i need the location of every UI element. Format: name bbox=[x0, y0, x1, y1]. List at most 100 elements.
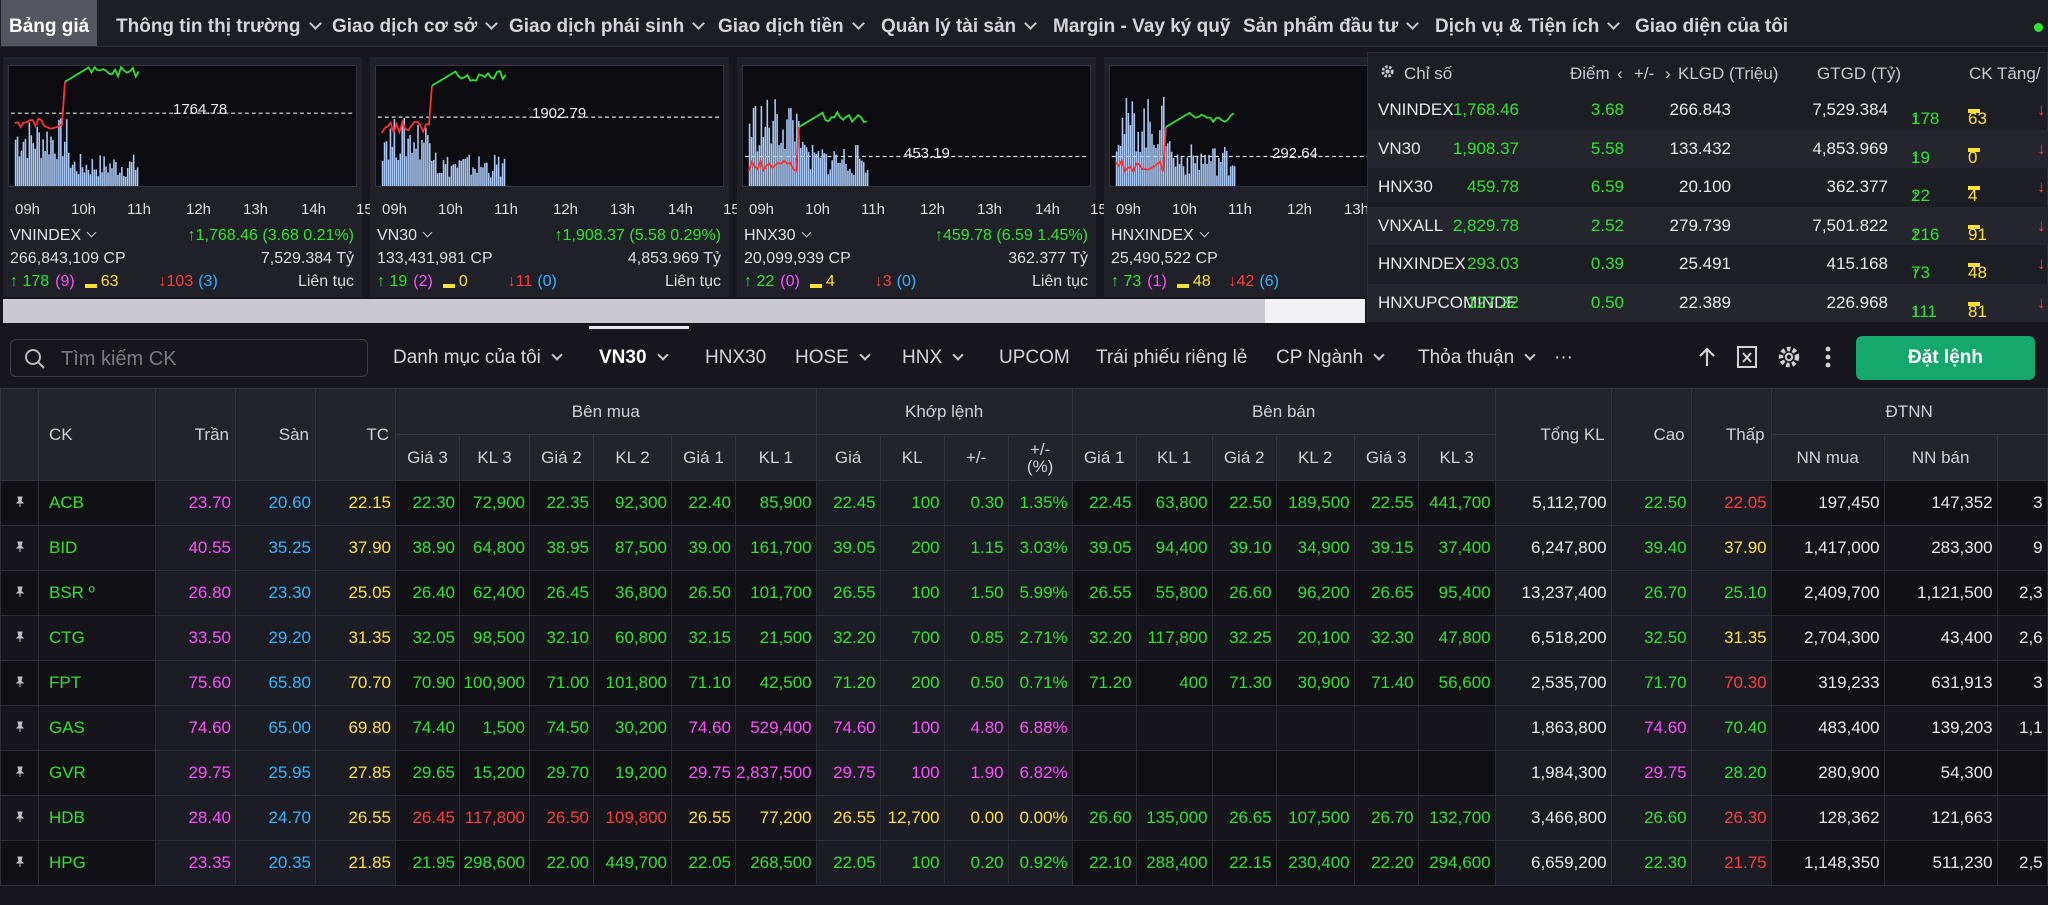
tab-4[interactable]: HNX bbox=[902, 347, 964, 369]
pin-icon[interactable] bbox=[0, 570, 39, 616]
col-bv2[interactable]: KL 2 bbox=[593, 434, 672, 481]
volume-bar bbox=[1229, 166, 1232, 186]
col-chg[interactable]: +/- bbox=[943, 434, 1009, 481]
place-order-button[interactable]: Đặt lệnh bbox=[1856, 336, 2035, 380]
col-total[interactable]: Tổng KL bbox=[1494, 388, 1612, 481]
pin-icon[interactable] bbox=[0, 795, 39, 841]
table-row[interactable]: FPT 75.60 65.80 70.70 70.90 100,900 71.00 101,8… bbox=[0, 660, 2048, 706]
index-row[interactable]: VN30 1,908.37 5.58 133.432 4,853.969 ↑ 19 0 ↓ bbox=[1368, 129, 2048, 168]
cell-sym[interactable]: HDB bbox=[38, 795, 156, 841]
nav-item-3[interactable]: Giao dịch phái sinh bbox=[507, 0, 706, 46]
cell-bv3: 100,900 bbox=[459, 660, 530, 706]
index-row[interactable]: VNXALL 2,829.78 2.52 279.739 7,501.822 ↑ 216 9… bbox=[1368, 206, 2048, 245]
col-mp[interactable]: Giá bbox=[815, 434, 881, 481]
cell-sym[interactable]: CTG bbox=[38, 615, 156, 661]
tab-7[interactable]: CP Ngành bbox=[1276, 347, 1385, 369]
index-chart-card[interactable]: 1902.79 09h 10h 11h 12h 13h 14h 15h VN30 ↑1,908.3… bbox=[370, 57, 748, 297]
settings-icon[interactable] bbox=[1380, 64, 1395, 84]
col-sv3[interactable]: KL 3 bbox=[1417, 434, 1496, 481]
tab-1[interactable]: VN30 bbox=[589, 326, 689, 369]
col-ref[interactable]: TC bbox=[315, 388, 396, 481]
index-row[interactable]: VNINDEX 1,768.46 3.68 266.843 7,529.384 ↑ 178… bbox=[1368, 91, 2048, 129]
chart-strip-scrollbar[interactable] bbox=[3, 299, 1365, 323]
index-chart-card[interactable]: 1764.78 09h 10h 11h 12h 13h 14h 15h VNINDEX ↑1,76… bbox=[3, 57, 381, 297]
cell-sym[interactable]: HPG bbox=[38, 840, 156, 886]
index-name-dropdown[interactable]: VNINDEX bbox=[10, 227, 97, 245]
col-sp1[interactable]: Giá 1 bbox=[1071, 434, 1137, 481]
nav-item-0[interactable]: Bảng giá bbox=[1, 0, 98, 46]
settings-icon[interactable] bbox=[1777, 345, 1801, 374]
col-sp3[interactable]: Giá 3 bbox=[1353, 434, 1419, 481]
cell-sym[interactable]: FPT bbox=[38, 660, 156, 706]
tab-0[interactable]: Danh mục của tôi bbox=[393, 347, 563, 369]
table-row[interactable]: BSR º 26.80 23.30 25.05 26.40 62,400 26.45 36,8… bbox=[0, 570, 2048, 616]
index-chart-card[interactable]: 453.19 09h 10h 11h 12h 13h 14h 15h HNX30 ↑459.78 … bbox=[737, 57, 1115, 297]
pin-icon[interactable] bbox=[0, 705, 39, 751]
cell-sym[interactable]: BID bbox=[38, 525, 156, 571]
col-high[interactable]: Cao bbox=[1610, 388, 1692, 481]
index-name-dropdown[interactable]: HNX30 bbox=[744, 227, 812, 245]
index-name-dropdown[interactable]: HNXINDEX bbox=[1111, 227, 1210, 245]
table-row[interactable]: CTG 33.50 29.20 31.35 32.05 98,500 32.10 60,800… bbox=[0, 615, 2048, 661]
pin-icon[interactable] bbox=[0, 615, 39, 661]
index-row[interactable]: HNXINDEX 293.03 0.39 25.491 415.168 ↑ 73 48 ↓ bbox=[1368, 245, 2048, 283]
col-bp2[interactable]: Giá 2 bbox=[529, 434, 594, 481]
scroll-top-icon[interactable] bbox=[1697, 346, 1717, 373]
nav-item-7[interactable]: Sản phẩm đầu tư bbox=[1241, 0, 1420, 46]
table-row[interactable]: ACB 23.70 20.60 22.15 22.30 72,900 22.35 92,300… bbox=[0, 480, 2048, 526]
pin-icon[interactable] bbox=[0, 750, 39, 796]
col-sv2[interactable]: KL 2 bbox=[1275, 434, 1355, 481]
index-row[interactable]: HNXUPCOMINDE 127.32 0.50 22.389 226.968 ↑ 111… bbox=[1368, 283, 2048, 322]
cell-sym[interactable]: BSR º bbox=[38, 570, 156, 616]
nav-item-2[interactable]: Giao dịch cơ sở bbox=[330, 0, 499, 46]
table-row[interactable]: GVR 29.75 25.95 27.85 29.65 15,200 29.70 19,200… bbox=[0, 750, 2048, 796]
pin-icon[interactable] bbox=[0, 525, 39, 571]
col-floor[interactable]: Sàn bbox=[235, 388, 316, 481]
col-ck[interactable]: CK bbox=[38, 388, 156, 481]
col-pct[interactable]: +/- (%) bbox=[1007, 434, 1073, 481]
table-row[interactable]: GAS 74.60 65.00 69.80 74.40 1,500 74.50 30,200 7… bbox=[0, 705, 2048, 751]
nav-item-9[interactable]: Giao diện của tôi bbox=[1633, 0, 1790, 46]
more-vertical-icon[interactable] bbox=[1824, 345, 1832, 374]
col-sv1[interactable]: KL 1 bbox=[1135, 434, 1213, 481]
nav-item-6[interactable]: Margin - Vay ký quỹ bbox=[1051, 0, 1232, 46]
excel-export-icon[interactable] bbox=[1736, 345, 1758, 374]
table-row[interactable]: HPG 23.35 20.35 21.85 21.95 298,600 22.00 449,7… bbox=[0, 840, 2048, 886]
tab-2[interactable]: HNX30 bbox=[705, 347, 766, 369]
index-row[interactable]: HNX30 459.78 6.59 20.100 362.377 ↑ 22 4 ↓ bbox=[1368, 168, 2048, 206]
col-nnbuy[interactable]: NN mua bbox=[1770, 434, 1885, 481]
col-bp3[interactable]: Giá 3 bbox=[395, 434, 460, 481]
col-low[interactable]: Thấp bbox=[1690, 388, 1772, 481]
tab-9[interactable]: ··· bbox=[1554, 347, 1573, 369]
col-nnsell[interactable]: NN bán bbox=[1883, 434, 1998, 481]
pin-icon[interactable] bbox=[0, 840, 39, 886]
table-row[interactable]: BID 40.55 35.25 37.90 38.90 64,800 38.95 87,500… bbox=[0, 525, 2048, 571]
col-sp2[interactable]: Giá 2 bbox=[1211, 434, 1277, 481]
cell-sym[interactable]: ACB bbox=[38, 480, 156, 526]
nav-item-4[interactable]: Giao dịch tiền bbox=[716, 0, 865, 46]
col-bp1[interactable]: Giá 1 bbox=[671, 434, 736, 481]
tab-3[interactable]: HOSE bbox=[795, 347, 871, 369]
col-mv[interactable]: KL bbox=[879, 434, 945, 481]
tab-6[interactable]: Trái phiếu riêng lẻ bbox=[1096, 347, 1247, 369]
table-row[interactable]: HDB 28.40 24.70 26.55 26.45 117,800 26.50 109,8… bbox=[0, 795, 2048, 841]
chevron-right-icon[interactable]: › bbox=[1665, 64, 1671, 83]
scrollbar-thumb[interactable] bbox=[3, 299, 1265, 323]
col-bv1[interactable]: KL 1 bbox=[735, 434, 817, 481]
col-ceil[interactable]: Trần bbox=[155, 388, 236, 481]
search-box[interactable] bbox=[10, 339, 368, 377]
nav-item-8[interactable]: Dịch vụ & Tiện ích bbox=[1433, 0, 1621, 46]
cell-sym[interactable]: GAS bbox=[38, 705, 156, 751]
search-input[interactable] bbox=[61, 346, 351, 372]
tab-8[interactable]: Thỏa thuận bbox=[1418, 347, 1536, 369]
tab-5[interactable]: UPCOM bbox=[999, 347, 1070, 369]
nav-item-1[interactable]: Thông tin thị trường bbox=[114, 0, 322, 46]
chevron-left-icon[interactable]: ‹ bbox=[1617, 64, 1623, 83]
index-name-dropdown[interactable]: VN30 bbox=[377, 227, 433, 245]
nav-item-5[interactable]: Quản lý tài sản bbox=[879, 0, 1038, 46]
pin-icon[interactable] bbox=[0, 660, 39, 706]
cell-sym[interactable]: GVR bbox=[38, 750, 156, 796]
col-bv3[interactable]: KL 3 bbox=[459, 434, 530, 481]
pin-icon[interactable] bbox=[0, 480, 39, 526]
volume-bar bbox=[1222, 152, 1224, 186]
